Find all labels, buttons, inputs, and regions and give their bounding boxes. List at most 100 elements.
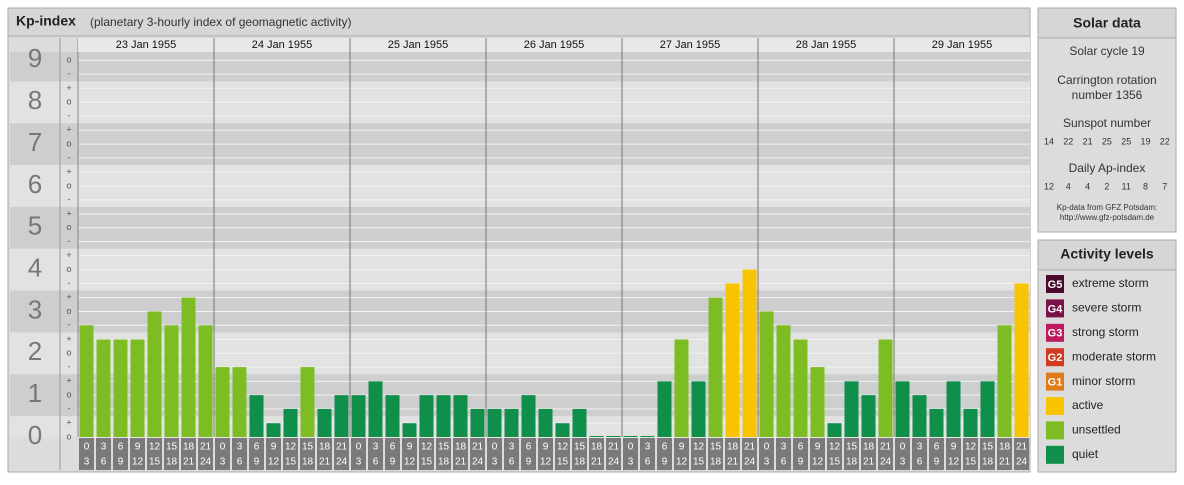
interval-label: 15 [710,442,722,453]
bar [657,381,672,437]
y-minor-label: + [66,376,71,386]
bar [130,339,145,437]
interval-box [725,438,740,470]
bar [249,395,264,437]
bar [266,423,281,437]
bar [878,339,893,437]
y-tick-label: 5 [28,211,42,241]
y-minor-label: o [66,97,71,107]
bar [147,311,162,437]
bar [589,436,604,437]
y-tick-label: 2 [28,336,42,366]
interval-label: 21 [608,442,620,453]
interval-label: 3 [509,442,515,453]
interval-label: 21 [863,457,875,468]
level-name: moderate storm [1072,349,1156,363]
sunspot-value: 14 [1044,136,1054,146]
interval-label: 15 [693,457,705,468]
bar [725,283,740,437]
interval-label: 21 [183,457,195,468]
interval-label: 9 [118,457,124,468]
interval-label: 9 [254,457,260,468]
interval-label: 18 [183,442,195,453]
interval-box [759,438,774,470]
bar [470,408,485,437]
level-swatch [1046,275,1064,293]
interval-label: 6 [645,457,651,468]
interval-label: 0 [356,442,362,453]
date-label: 24 Jan 1955 [252,39,313,51]
solar-text: Solar cycle 19 [1069,44,1145,58]
level-name: quiet [1072,447,1099,461]
level-code: G1 [1048,377,1063,389]
date-label: 28 Jan 1955 [796,39,857,51]
interval-box [810,438,825,470]
interval-box [555,438,570,470]
header-bar [7,7,1031,37]
bar [572,408,587,437]
interval-label: 6 [101,457,107,468]
bar [810,367,825,437]
interval-label: 3 [492,457,498,468]
interval-label: 0 [628,442,634,453]
y-minor-label: + [66,208,71,218]
interval-box [487,438,502,470]
interval-label: 21 [472,442,484,453]
interval-label: 6 [237,457,243,468]
interval-label: 12 [693,442,705,453]
interval-label: 12 [676,457,688,468]
interval-label: 18 [438,457,450,468]
chart-subtitle: (planetary 3-hourly index of geomagnetic… [90,15,351,29]
interval-label: 18 [982,457,994,468]
ap-value: 7 [1162,181,1167,191]
bar [317,408,332,437]
y-minor-label: + [66,166,71,176]
interval-box [895,438,910,470]
level-code: G4 [1048,303,1064,315]
interval-box [300,438,315,470]
interval-box [793,438,808,470]
solar-text: Daily Ap-index [1069,161,1146,175]
level-swatch [1046,323,1064,342]
y-tick-label: 4 [28,252,42,282]
interval-label: 21 [455,457,467,468]
interval-label: 12 [285,442,297,453]
bar [419,395,434,437]
bar [674,339,689,437]
bar [640,436,655,437]
interval-label: 21 [1016,442,1028,453]
interval-box [980,438,995,470]
interval-label: 12 [268,457,280,468]
y-minor-label: - [68,320,71,330]
interval-label: 3 [101,442,107,453]
level-name: active [1072,398,1104,412]
bar [708,297,723,437]
sunspot-value: 22 [1063,136,1073,146]
interval-label: 24 [880,457,892,468]
interval-box [385,438,400,470]
interval-label: 18 [863,442,875,453]
band [10,416,1030,437]
interval-box [946,438,961,470]
interval-label: 3 [628,457,634,468]
interval-label: 9 [662,457,668,468]
ap-value: 4 [1066,181,1071,191]
interval-label: 3 [917,442,923,453]
interval-label: 3 [220,457,226,468]
interval-label: 15 [982,442,994,453]
interval-label: 3 [764,457,770,468]
y-minor-label: o [66,55,71,65]
y-minor-label: o [66,180,71,190]
y-minor-label: + [66,125,71,135]
y-minor-label: - [68,236,71,246]
interval-label: 24 [472,457,484,468]
interval-label: 21 [336,442,348,453]
interval-label: 3 [900,457,906,468]
bar [555,423,570,437]
level-swatch [1046,372,1064,391]
interval-label: 24 [1016,457,1028,468]
interval-box [130,438,145,470]
levels-header [1037,239,1177,271]
bar [929,408,944,437]
ap-value: 4 [1085,181,1090,191]
